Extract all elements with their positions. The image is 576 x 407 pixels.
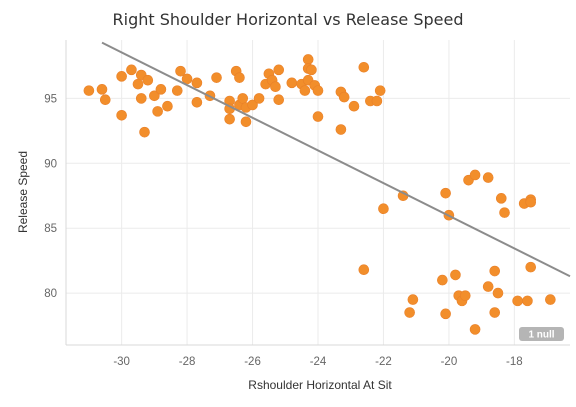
data-point[interactable]: [499, 207, 510, 218]
data-point[interactable]: [482, 172, 494, 183]
data-point[interactable]: [440, 308, 451, 320]
data-point[interactable]: [270, 81, 281, 93]
data-point[interactable]: [407, 294, 419, 305]
data-point[interactable]: [348, 100, 360, 112]
x-tick-label: -20: [441, 356, 458, 368]
data-point[interactable]: [132, 78, 144, 90]
data-point[interactable]: [83, 85, 95, 96]
x-tick-label: -22: [375, 356, 392, 368]
data-point[interactable]: [437, 274, 448, 286]
data-point[interactable]: [404, 307, 415, 318]
data-point[interactable]: [306, 64, 317, 76]
data-point[interactable]: [181, 73, 193, 85]
data-point[interactable]: [525, 196, 537, 208]
data-point[interactable]: [335, 124, 347, 135]
data-points: [83, 54, 556, 335]
data-point[interactable]: [374, 85, 386, 96]
x-tick-label: -24: [310, 356, 327, 368]
x-tick-label: -18: [506, 356, 523, 368]
data-point[interactable]: [286, 77, 298, 89]
data-point[interactable]: [302, 54, 314, 65]
data-point[interactable]: [240, 116, 252, 128]
data-point[interactable]: [162, 100, 173, 112]
data-point[interactable]: [211, 72, 222, 83]
data-point[interactable]: [273, 94, 285, 106]
data-point[interactable]: [469, 169, 481, 181]
data-point[interactable]: [224, 113, 235, 125]
x-tick-label: -28: [179, 356, 196, 368]
y-axis-label: Release Speed: [16, 151, 30, 233]
data-point[interactable]: [142, 74, 154, 86]
data-point[interactable]: [358, 264, 370, 276]
data-point[interactable]: [234, 72, 245, 83]
data-point[interactable]: [273, 64, 285, 76]
data-point[interactable]: [482, 281, 494, 292]
data-point[interactable]: [191, 77, 203, 89]
data-point[interactable]: [440, 187, 451, 199]
null-badge-label: 1 null: [528, 330, 554, 341]
data-point[interactable]: [149, 90, 160, 102]
data-point[interactable]: [175, 65, 186, 77]
x-tick-label: -30: [113, 356, 130, 368]
data-point[interactable]: [155, 84, 167, 95]
data-point[interactable]: [96, 84, 108, 95]
y-tick-label: 95: [44, 93, 57, 105]
data-point[interactable]: [378, 203, 389, 215]
data-point[interactable]: [545, 294, 556, 305]
data-point[interactable]: [116, 71, 127, 82]
data-point[interactable]: [459, 290, 471, 301]
data-point[interactable]: [237, 93, 249, 104]
data-point[interactable]: [116, 109, 127, 121]
data-point[interactable]: [338, 91, 350, 103]
data-point[interactable]: [469, 324, 481, 335]
data-point[interactable]: [247, 99, 258, 111]
data-point[interactable]: [135, 93, 147, 104]
x-tick-labels: -30 -28 -26 -24 -22 -20 -18: [113, 356, 522, 368]
chart-title: Right Shoulder Horizontal vs Release Spe…: [113, 10, 464, 29]
x-tick-label: -26: [244, 356, 261, 368]
data-point[interactable]: [492, 287, 504, 299]
y-tick-label: 80: [44, 288, 57, 300]
data-point[interactable]: [371, 95, 383, 107]
data-point[interactable]: [152, 106, 163, 117]
data-point[interactable]: [489, 307, 501, 318]
y-tick-label: 90: [44, 158, 57, 170]
data-point[interactable]: [99, 94, 111, 106]
data-point[interactable]: [253, 93, 265, 104]
data-point[interactable]: [450, 269, 461, 281]
data-point[interactable]: [171, 85, 183, 96]
data-point[interactable]: [312, 85, 324, 96]
data-point[interactable]: [191, 96, 203, 108]
x-axis-label: Rshoulder Horizontal At Sit: [248, 378, 392, 392]
null-badge-background: [519, 327, 564, 341]
data-point[interactable]: [522, 295, 533, 307]
data-point[interactable]: [299, 85, 311, 96]
data-point[interactable]: [525, 261, 537, 273]
data-point[interactable]: [512, 295, 523, 307]
y-tick-labels: 80 85 90 95: [44, 93, 57, 300]
trend-line: [101, 41, 571, 278]
data-point[interactable]: [126, 64, 137, 76]
data-point[interactable]: [489, 265, 501, 277]
data-point[interactable]: [358, 61, 370, 73]
data-point[interactable]: [312, 111, 324, 122]
data-point[interactable]: [495, 193, 507, 204]
data-point[interactable]: [139, 126, 150, 138]
y-tick-label: 85: [44, 223, 57, 235]
null-indicator-badge[interactable]: 1 null: [519, 327, 564, 341]
